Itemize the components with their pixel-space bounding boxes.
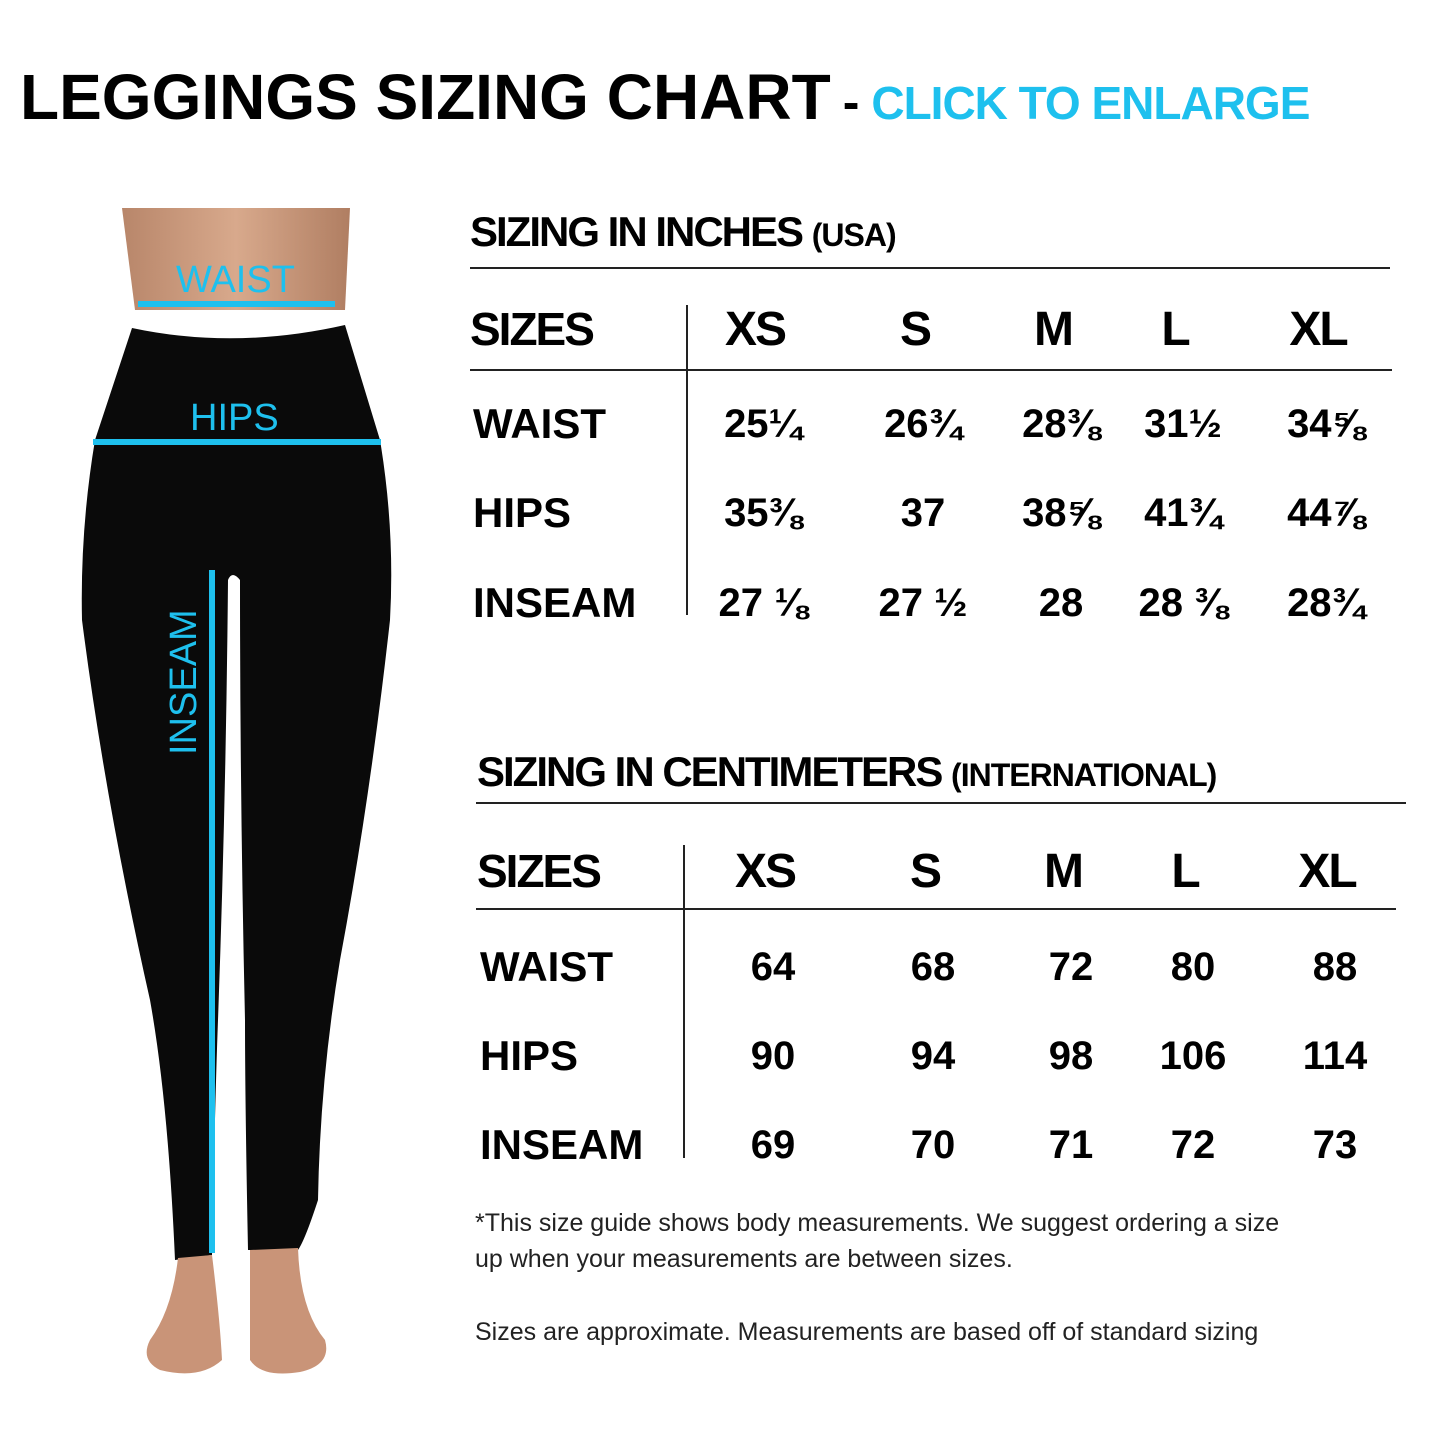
table-cell: 64 [750,945,796,989]
cm-section-title: SIZING IN CENTIMETERS (INTERNATIONAL) [477,748,1217,795]
table-cell: 72 [1048,945,1094,989]
left-foot [146,1255,222,1374]
table-cell: 28 ⅜ [1138,581,1228,625]
divider [686,305,688,615]
table-cell: 72 [1170,1123,1216,1167]
torso [122,208,350,310]
table-cell: 35⅜ [724,491,802,535]
cm-qualifier: (INTERNATIONAL) [951,757,1217,793]
note-line-2: up when your measurements are between si… [475,1245,1013,1273]
table-cell: 28 [1038,581,1084,625]
table-cell: 31½ [1144,402,1222,446]
table-cell: 88 [1312,945,1358,989]
table-cell: 114 [1302,1034,1368,1078]
click-to-enlarge-link[interactable]: CLICK TO ENLARGE [871,77,1310,129]
size-header-cell: XS [734,845,797,898]
leggings [81,325,392,1260]
size-header-cell: M [1044,845,1084,898]
size-header-cell: M [1034,303,1074,356]
waist-label: WAIST [176,259,295,301]
table-cell: 70 [910,1123,956,1167]
table-cell: 26¾ [884,402,962,446]
size-header-cell: XL [1289,303,1348,356]
divider [683,845,685,1158]
title-separator: - [842,74,860,130]
table-cell: 27 ⅛ [718,581,808,625]
table-cell: 73 [1312,1123,1358,1167]
size-header-cell: S [899,303,932,356]
sizes-header: SIZES [477,845,602,897]
divider [476,908,1396,910]
table-cell: 38⅝ [1022,491,1100,535]
row-label: WAIST [473,400,606,447]
row-label: INSEAM [473,579,637,626]
divider [476,802,1406,804]
size-header-cell: L [1161,303,1190,356]
note-line-1: *This size guide shows body measurements… [475,1209,1280,1237]
table-cell: 37 [900,491,946,535]
table-cell: 25¼ [724,402,802,446]
table-cell: 41¾ [1144,491,1222,535]
inseam-line [209,570,215,1253]
hips-line [93,439,381,445]
size-header-cell: S [909,845,942,898]
table-cell: 28¾ [1287,581,1365,625]
waist-line [138,301,335,307]
table-cell: 34⅝ [1287,402,1365,446]
note-line-3: Sizes are approximate. Measurements are … [475,1318,1259,1346]
table-cell: 90 [750,1034,796,1078]
table-cell: 71 [1048,1123,1094,1167]
row-label: WAIST [480,943,613,990]
inseam-label: INSEAM [163,609,205,755]
right-foot [250,1248,327,1374]
size-header-cell: L [1171,845,1200,898]
table-cell: 68 [910,945,956,989]
table-cell: 69 [750,1123,796,1167]
table-cell: 27 ½ [878,581,968,625]
size-header-cell: XS [724,303,787,356]
table-cell: 98 [1048,1034,1094,1078]
leggings-figure: WAIST HIPS INSEAM [81,208,392,1374]
row-label: INSEAM [480,1121,644,1168]
page-title: LEGGINGS SIZING CHART - CLICK TO ENLARGE [20,60,1310,134]
hips-label: HIPS [190,397,279,439]
table-cell: 44⅞ [1287,491,1365,535]
row-label: HIPS [480,1032,579,1079]
table-cell: 28⅜ [1022,402,1100,446]
size-header-cell: XL [1298,845,1357,898]
table-cell: 94 [910,1034,956,1078]
divider [470,369,1392,371]
table-cell: 80 [1170,945,1216,989]
sizes-header: SIZES [470,303,595,355]
title-text: LEGGINGS SIZING CHART [20,61,831,133]
divider [470,267,1390,269]
inches-section-title: SIZING IN INCHES (USA) [470,208,897,255]
row-label: HIPS [473,489,572,536]
table-cell: 106 [1159,1034,1227,1078]
inches-qualifier: (USA) [811,217,897,253]
